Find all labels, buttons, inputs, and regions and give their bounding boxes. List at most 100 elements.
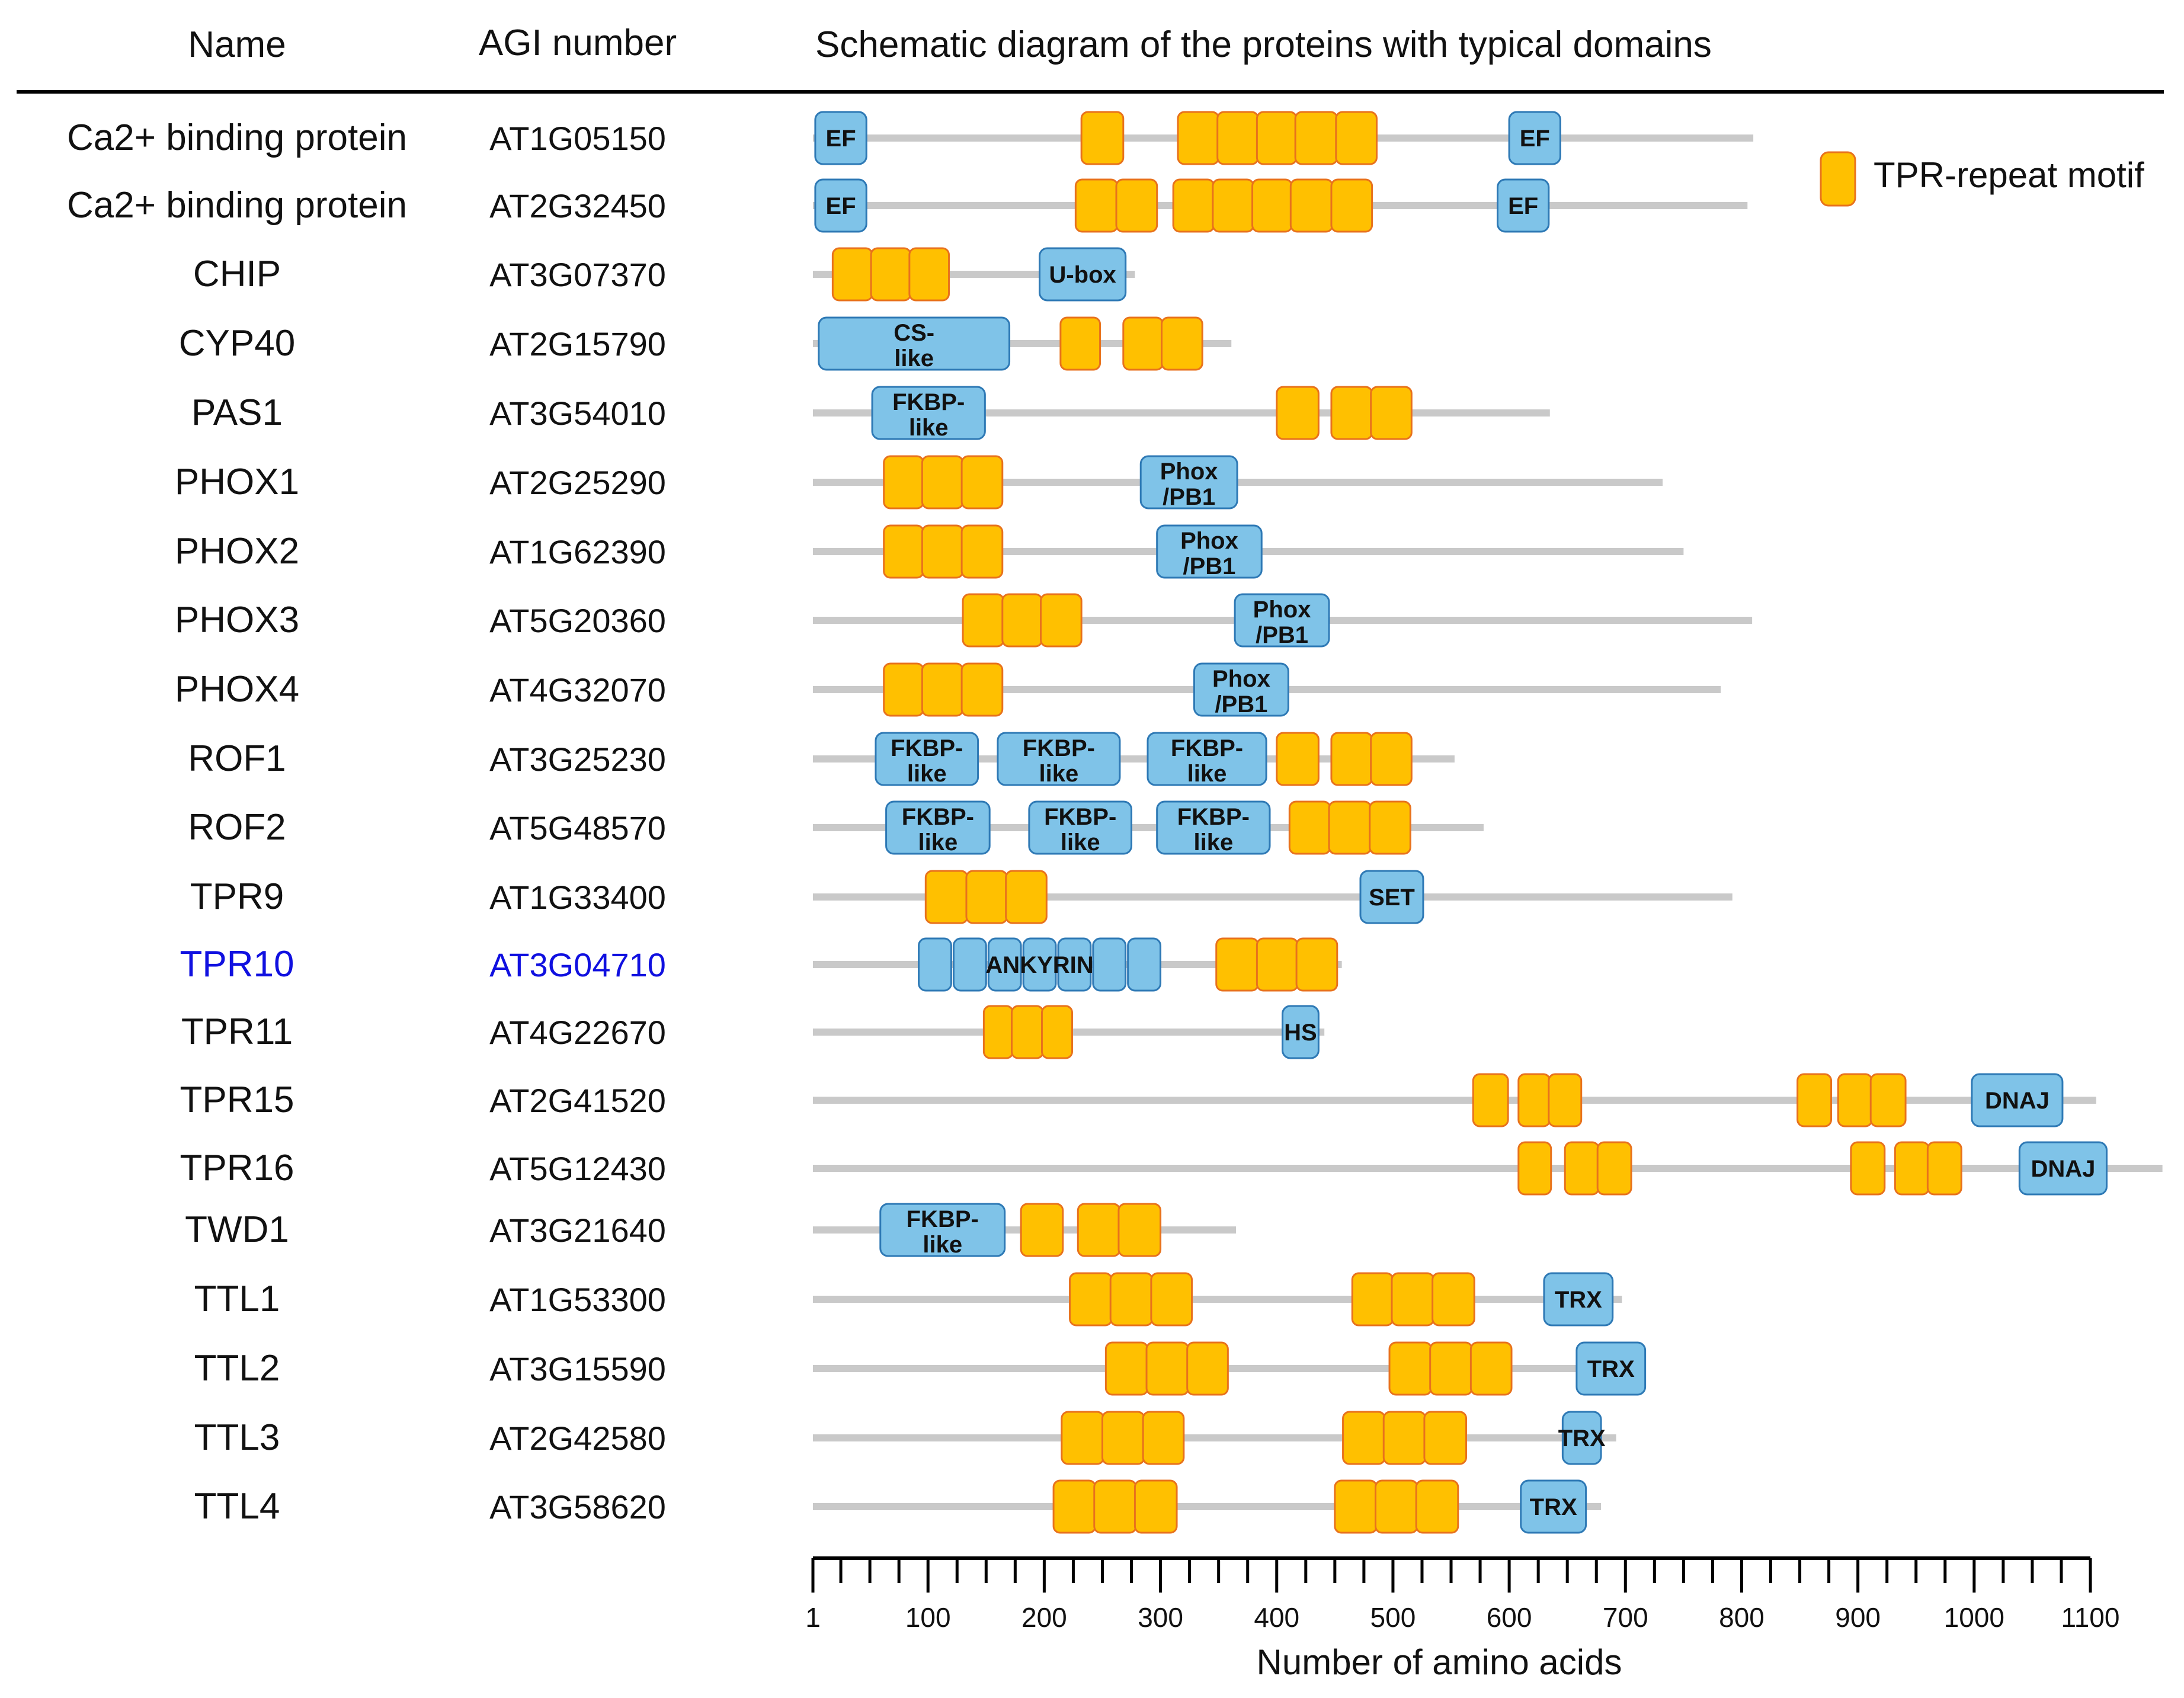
domain-label: TRX xyxy=(1558,1425,1606,1452)
tpr-motif xyxy=(1104,1341,1149,1396)
tpr-motif xyxy=(1388,1341,1433,1396)
tpr-motif xyxy=(1382,1411,1427,1465)
domain-box xyxy=(875,732,979,786)
domain-box xyxy=(1139,455,1238,510)
protein-row: PHOX1 AT2G25290 Phox/PB1 xyxy=(175,455,1663,510)
domain-label: /PB1 xyxy=(1215,691,1267,717)
protein-backbone xyxy=(813,1434,1616,1441)
tpr-motif xyxy=(924,870,969,924)
domain-label: Phox xyxy=(1160,459,1218,485)
domain-label: like xyxy=(1039,761,1079,787)
protein-row: TTL1 AT1G53300 TRX xyxy=(194,1272,1622,1327)
tpr-motif xyxy=(960,524,1004,579)
domain-label: EF xyxy=(1520,126,1550,152)
tpr-motif xyxy=(1342,1411,1386,1465)
tpr-motif xyxy=(1564,1141,1600,1196)
protein-row: CYP40 AT2G15790 CS-like xyxy=(179,316,1232,371)
header-name: Name xyxy=(188,24,286,65)
agi-number: AT4G32070 xyxy=(489,671,666,709)
protein-name: TTL2 xyxy=(194,1348,280,1389)
agi-number: AT1G05150 xyxy=(489,120,666,157)
protein-name: PHOX2 xyxy=(175,531,299,572)
tpr-motif xyxy=(1423,1411,1468,1465)
agi-number: AT3G15590 xyxy=(489,1350,666,1388)
tpr-motif xyxy=(1005,870,1048,924)
tpr-motif xyxy=(1150,1272,1193,1327)
tpr-motif xyxy=(1517,1141,1552,1196)
tpr-motif xyxy=(1288,800,1331,855)
tpr-motif xyxy=(1122,316,1164,371)
tpr-motif xyxy=(1172,178,1215,233)
protein-row: Ca2+ binding protein AT2G32450 EF EF xyxy=(67,178,1748,233)
tpr-motif xyxy=(1289,178,1334,233)
protein-name: PAS1 xyxy=(191,392,283,433)
tick-label: 700 xyxy=(1603,1602,1648,1633)
domain-label: like xyxy=(894,345,934,371)
tpr-motif xyxy=(1215,937,1259,992)
protein-row: TPR10 AT3G04710 ANKYRIN xyxy=(180,937,1342,992)
tpr-motif xyxy=(1894,1141,1930,1196)
tpr-motif xyxy=(1059,316,1101,371)
domain-label: like xyxy=(909,415,949,441)
tpr-motif xyxy=(1115,178,1158,233)
domain-label: TRX xyxy=(1555,1287,1602,1313)
tick-label: 800 xyxy=(1719,1602,1765,1633)
protein-row: PHOX2 AT1G62390 Phox/PB1 xyxy=(175,524,1684,579)
ankyrin-repeat xyxy=(918,937,952,992)
tick-label: 1000 xyxy=(1944,1602,2004,1633)
domain-box xyxy=(1520,1479,1587,1534)
domain-label: Phox xyxy=(1180,528,1238,554)
ankyrin-repeat xyxy=(987,937,1022,992)
domain-label: FKBP- xyxy=(1171,735,1243,761)
domain-label: FKBP- xyxy=(907,1206,979,1232)
tpr-motif xyxy=(1276,732,1320,786)
domain-label: FKBP- xyxy=(902,804,974,830)
agi-number: AT1G33400 xyxy=(489,879,666,916)
ankyrin-repeat xyxy=(1127,937,1162,992)
tpr-motif xyxy=(1548,1073,1583,1127)
ankyrin-repeat xyxy=(1022,937,1057,992)
x-axis: 1 100 200 300 400 500 600 700 800 900 1000 1100 xyxy=(805,1556,2119,1633)
header-schematic: Schematic diagram of the proteins with t… xyxy=(815,24,1712,65)
agi-number: AT5G12430 xyxy=(489,1150,666,1187)
tpr-motif xyxy=(921,524,964,579)
tick-label: 100 xyxy=(905,1602,951,1633)
tpr-motif xyxy=(1926,1141,1962,1196)
protein-row: TWD1 AT3G21640 FKBP-like xyxy=(185,1203,1237,1258)
domain-box xyxy=(2018,1141,2108,1196)
tpr-motif xyxy=(1145,1341,1190,1396)
protein-row: TTL2 AT3G15590 TRX xyxy=(194,1341,1647,1396)
domain-box xyxy=(1543,1272,1614,1327)
domain-box xyxy=(997,732,1121,786)
protein-name: ROF2 xyxy=(188,807,286,848)
domain-label: like xyxy=(907,761,947,787)
domain-label: HS xyxy=(1284,1020,1317,1046)
tpr-motif xyxy=(883,524,924,579)
agi-number: AT3G04710 xyxy=(489,946,666,983)
domain-box xyxy=(814,111,867,165)
tpr-motif xyxy=(1276,386,1320,440)
domain-box xyxy=(1039,247,1127,302)
protein-row: TPR11 AT4G22670 HS xyxy=(181,1005,1325,1059)
tpr-motif xyxy=(1472,1073,1509,1127)
protein-name: TTL4 xyxy=(194,1486,280,1527)
domain-label: TRX xyxy=(1587,1356,1635,1382)
tpr-motif xyxy=(1020,1203,1064,1257)
protein-row: TTL3 AT2G42580 TRX xyxy=(194,1411,1616,1465)
tpr-motif xyxy=(1869,1073,1907,1127)
agi-number: AT3G21640 xyxy=(489,1212,666,1249)
tick-label: 400 xyxy=(1254,1602,1299,1633)
tpr-motif xyxy=(1093,1479,1137,1534)
domain-box xyxy=(1028,800,1133,855)
domain-label: Phox xyxy=(1253,597,1311,623)
agi-number: AT2G32450 xyxy=(489,187,666,225)
protein-backbone xyxy=(813,1097,2096,1104)
domain-label: FKBP- xyxy=(1177,804,1250,830)
ankyrin-repeat xyxy=(1092,937,1127,992)
tpr-motif xyxy=(1216,111,1259,165)
tpr-motif xyxy=(1375,1479,1418,1534)
protein-name: TPR10 xyxy=(180,944,294,985)
